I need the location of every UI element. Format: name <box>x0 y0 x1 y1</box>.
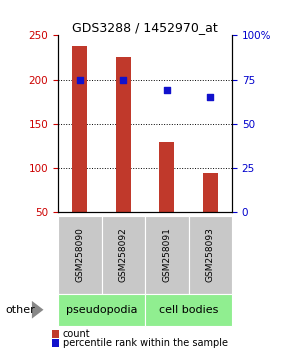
Text: percentile rank within the sample: percentile rank within the sample <box>63 338 228 348</box>
Bar <box>58 294 145 326</box>
Text: pseudopodia: pseudopodia <box>66 305 137 315</box>
Bar <box>203 172 218 212</box>
Bar <box>145 294 232 326</box>
Bar <box>159 142 174 212</box>
Bar <box>58 216 102 294</box>
Bar <box>102 216 145 294</box>
Point <box>208 95 213 100</box>
Bar <box>116 57 131 212</box>
Bar <box>72 46 87 212</box>
Text: count: count <box>63 329 90 339</box>
Text: GSM258090: GSM258090 <box>75 227 84 282</box>
Text: other: other <box>6 305 36 315</box>
Point <box>121 77 126 82</box>
Point <box>77 77 82 82</box>
Text: GSM258091: GSM258091 <box>162 227 171 282</box>
Bar <box>188 216 232 294</box>
Text: cell bodies: cell bodies <box>159 305 218 315</box>
Title: GDS3288 / 1452970_at: GDS3288 / 1452970_at <box>72 21 218 34</box>
Text: GSM258093: GSM258093 <box>206 227 215 282</box>
Point <box>164 87 169 93</box>
Bar <box>145 216 188 294</box>
Text: GSM258092: GSM258092 <box>119 228 128 282</box>
